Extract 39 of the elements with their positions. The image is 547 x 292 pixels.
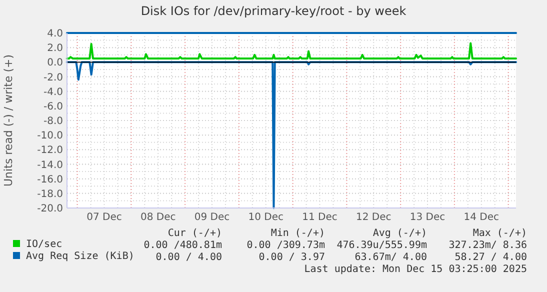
text: Max (-/+) xyxy=(472,228,527,239)
x-tick-label: 12 Dec xyxy=(356,212,392,223)
x-tick-label: 08 Dec xyxy=(140,212,176,223)
y-tick-label: 4.0 xyxy=(47,28,63,40)
x-tick-label: 14 Dec xyxy=(464,212,500,223)
text: 0.00 / 4.00 xyxy=(156,252,222,263)
text: Cur (-/+) xyxy=(168,228,222,239)
text: 327.23m/ 8.36 xyxy=(448,240,527,251)
y-tick-label: -18.0 xyxy=(37,188,63,200)
text: 58.27 / 4.00 xyxy=(454,252,527,263)
x-tick-label: 07 Dec xyxy=(86,212,122,223)
x-tick-label: 11 Dec xyxy=(302,212,338,223)
y-tick-label: -8.0 xyxy=(43,116,63,127)
y-tick-label: 2.0 xyxy=(47,43,63,54)
x-tick-label: 13 Dec xyxy=(410,212,446,223)
text: Last update: Mon Dec 15 03:25:00 2025 xyxy=(304,264,527,275)
text: Avg (-/+) xyxy=(372,228,427,239)
text: 0.00 / 3.97 xyxy=(258,252,325,263)
legend-label: IO/sec xyxy=(26,239,62,250)
y-tick-label: -4.0 xyxy=(43,86,63,98)
x-tick-label: 09 Dec xyxy=(194,212,230,223)
y-tick-label: -6.0 xyxy=(43,101,63,112)
text: 0.00 /309.73m xyxy=(246,240,325,251)
y-tick-label: -20.0 xyxy=(37,204,63,214)
text: 476.39u/555.99m xyxy=(336,240,427,251)
y-axis-title: Units read (-) / write (+) xyxy=(2,54,15,187)
text: 63.67m/ 4.00 xyxy=(354,252,427,263)
text: Min (-/+) xyxy=(270,228,325,239)
legend-label: Avg Req Size (KiB) xyxy=(26,251,134,262)
y-tick-label: -14.0 xyxy=(37,160,63,171)
y-tick-label: -16.0 xyxy=(37,174,63,186)
y-tick-label: -10.0 xyxy=(37,130,63,142)
chart-title: Disk IOs for /dev/primary-key/root - by week xyxy=(140,4,406,18)
y-tick-label: -2.0 xyxy=(43,72,63,84)
text: 0.00 /480.81m xyxy=(144,240,222,251)
y-tick-label: 0.0 xyxy=(47,58,63,69)
y-tick-label: -12.0 xyxy=(37,145,63,156)
line-series xyxy=(66,42,517,60)
x-tick-label: 10 Dec xyxy=(248,212,284,223)
